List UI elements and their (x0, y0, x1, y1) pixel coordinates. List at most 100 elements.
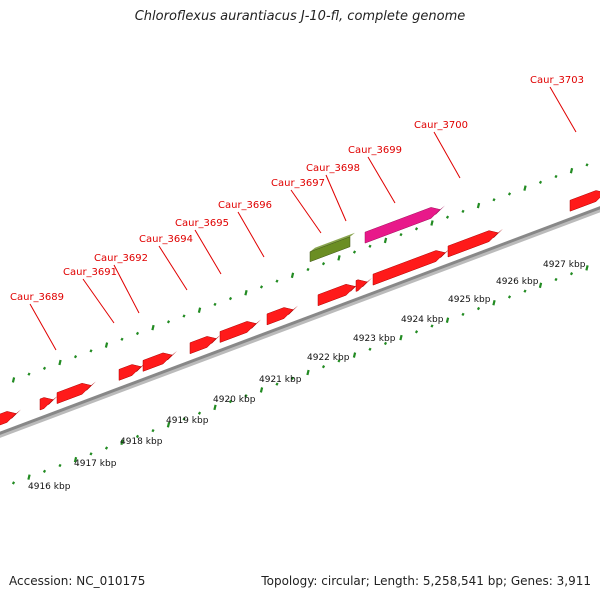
upper-minor-tick (89, 349, 93, 353)
leader-line (237, 211, 265, 258)
lower-major-tick (492, 299, 496, 306)
leader-line (290, 189, 322, 234)
lower-minor-tick (507, 295, 512, 299)
upper-major-tick (104, 342, 109, 348)
lower-minor-tick (228, 399, 233, 404)
cds-arrow-face (266, 307, 294, 326)
gene-label: Caur_3695 (175, 218, 229, 229)
lower-minor-tick (554, 277, 558, 282)
lower-minor-tick (275, 382, 279, 386)
lower-minor-tick (89, 452, 93, 456)
upper-minor-tick (213, 302, 217, 307)
lower-minor-tick (104, 446, 109, 450)
accession-info: Accession: NC_010175 (9, 574, 145, 588)
cds-arrow-face (372, 250, 446, 286)
lower-minor-tick (476, 306, 481, 311)
scale-label: 4927 kbp (543, 260, 586, 270)
upper-major-tick (523, 185, 527, 191)
lower-major-tick (399, 334, 403, 341)
leader-line (325, 174, 347, 222)
lower-major-tick (538, 282, 543, 289)
upper-major-tick (476, 202, 481, 209)
cds-arrow-face (189, 336, 217, 355)
lower-minor-tick (430, 324, 434, 328)
upper-minor-tick (275, 279, 279, 283)
upper-minor-tick (585, 163, 589, 167)
genome-backbone (0, 206, 600, 438)
cds-arrow (118, 362, 146, 381)
trna-feature-face (309, 236, 351, 263)
cds-arrow (189, 334, 221, 355)
lower-major-tick (27, 474, 31, 480)
cds-arrow-side (356, 277, 372, 292)
leader-line (82, 278, 115, 324)
cds-arrow (219, 319, 261, 343)
lower-major-tick (73, 456, 78, 463)
lower-minor-tick (383, 341, 388, 346)
upper-minor-tick (445, 215, 450, 219)
scale-label: 4926 kbp (496, 277, 539, 287)
lower-minor-tick (368, 347, 372, 351)
scale-label: 4923 kbp (353, 334, 396, 344)
cds-arrow (372, 248, 450, 286)
leader-line (29, 303, 57, 351)
leader-line (158, 245, 188, 291)
genome-summary: Topology: circular; Length: 5,258,541 bp… (261, 574, 591, 588)
cds-arrow-face (56, 382, 92, 404)
upper-minor-tick (414, 227, 419, 231)
upper-minor-tick (368, 244, 372, 248)
leader-line (113, 264, 140, 314)
scale-label: 4925 kbp (448, 295, 491, 305)
lower-minor-tick (244, 394, 248, 398)
lower-minor-tick (321, 365, 326, 369)
cds-arrow-face (39, 397, 54, 411)
lower-minor-tick (151, 428, 155, 433)
lower-minor-tick (182, 417, 186, 421)
cds-arrow-face (569, 190, 600, 212)
leader-line (433, 131, 461, 179)
gene-label: Caur_3689 (10, 292, 64, 303)
cds-arrow-face (355, 279, 368, 292)
backbone-line (0, 206, 600, 435)
label-leader-lines (29, 86, 577, 351)
upper-minor-tick (399, 232, 403, 237)
cds-arrow (355, 277, 372, 292)
gene-label: Caur_3698 (306, 163, 360, 174)
lower-tick-track (11, 265, 589, 485)
lower-major-tick (259, 387, 264, 393)
lower-minor-tick (42, 469, 47, 473)
upper-minor-tick (259, 285, 264, 289)
upper-minor-tick (182, 314, 186, 318)
scale-label-layer: 4916 kbp 4917 kbp 4918 kbp 4919 kbp 4920 kbp… (28, 260, 586, 492)
gene-label: Caur_3691 (63, 267, 117, 278)
gene-label: Caur_3703 (530, 75, 584, 86)
upper-major-tick (337, 255, 341, 261)
lower-major-tick (166, 422, 171, 428)
lower-minor-tick (290, 376, 295, 380)
lower-major-tick (120, 439, 124, 446)
upper-major-tick (383, 237, 388, 244)
upper-major-tick (151, 324, 155, 331)
accession-value: NC_010175 (76, 574, 146, 588)
cds-arrow (317, 282, 360, 307)
gene-label: Caur_3696 (218, 200, 272, 211)
gene-label: Caur_3700 (414, 120, 468, 131)
upper-major-tick (58, 359, 62, 366)
upper-major-tick (244, 289, 248, 296)
upper-minor-tick (321, 262, 326, 266)
length-label: Length: (373, 574, 420, 588)
upper-minor-tick (73, 355, 78, 359)
cds-arrow (56, 381, 96, 404)
topology-value: circular (321, 574, 366, 588)
lower-minor-tick (569, 272, 574, 276)
upper-minor-tick (166, 320, 171, 324)
upper-major-tick (197, 307, 202, 313)
upper-minor-tick (554, 174, 558, 179)
lower-minor-tick (414, 330, 419, 334)
gene-label: Caur_3694 (139, 234, 193, 245)
upper-minor-tick (120, 337, 124, 341)
lower-major-tick (213, 404, 217, 411)
genes-label: Genes: (510, 574, 553, 588)
lower-major-tick (352, 352, 357, 358)
